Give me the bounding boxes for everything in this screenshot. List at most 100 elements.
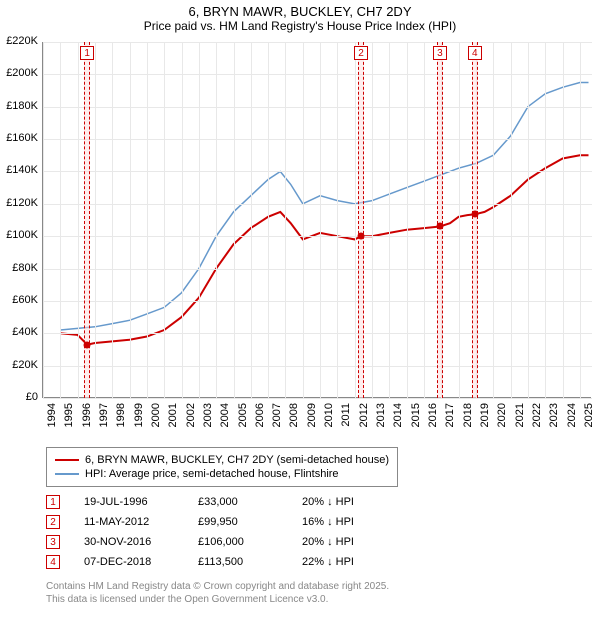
gridline-v [234, 42, 235, 398]
gridline-v [268, 42, 269, 398]
x-tick-label: 1999 [133, 403, 145, 433]
gridline-v [545, 42, 546, 398]
x-tick-label: 2009 [306, 403, 318, 433]
y-tick-label: £40K [0, 326, 38, 338]
sales-row-marker: 3 [46, 535, 60, 549]
gridline-v [355, 42, 356, 398]
y-tick-label: £120K [0, 197, 38, 209]
sale-marker-band [358, 42, 364, 398]
x-tick-label: 2011 [340, 403, 352, 433]
gridline-v [112, 42, 113, 398]
gridline-v [216, 42, 217, 398]
sale-point [84, 341, 91, 348]
legend-row: 6, BRYN MAWR, BUCKLEY, CH7 2DY (semi-det… [55, 453, 389, 467]
gridline-v [147, 42, 148, 398]
gridline-v [337, 42, 338, 398]
legend-swatch [55, 473, 79, 475]
x-tick-label: 2025 [583, 403, 595, 433]
y-tick-label: £20K [0, 359, 38, 371]
sale-point [471, 211, 478, 218]
gridline-v [78, 42, 79, 398]
gridline-v [511, 42, 512, 398]
legend-label: HPI: Average price, semi-detached house,… [85, 468, 339, 480]
x-tick-label: 1997 [98, 403, 110, 433]
x-tick-label: 2006 [254, 403, 266, 433]
x-tick-label: 2002 [185, 403, 197, 433]
x-tick-label: 1996 [81, 403, 93, 433]
sale-marker-band [437, 42, 443, 398]
gridline-h [43, 398, 592, 399]
y-tick-label: £220K [0, 35, 38, 47]
gridline-v [182, 42, 183, 398]
x-tick-label: 2023 [548, 403, 560, 433]
y-tick-label: £60K [0, 294, 38, 306]
sales-row-marker: 4 [46, 555, 60, 569]
title-line2: Price paid vs. HM Land Registry's House … [0, 19, 600, 37]
y-tick-label: £0 [0, 391, 38, 403]
legend-label: 6, BRYN MAWR, BUCKLEY, CH7 2DY (semi-det… [85, 454, 389, 466]
gridline-v [493, 42, 494, 398]
sale-marker-label: 4 [468, 46, 482, 60]
sales-table: 1 19-JUL-1996 £33,000 20% ↓ HPI 2 11-MAY-2012… [46, 492, 392, 572]
gridline-v [303, 42, 304, 398]
sales-row-delta: 20% ↓ HPI [302, 496, 392, 508]
sales-row-marker: 2 [46, 515, 60, 529]
sales-row-delta: 20% ↓ HPI [302, 536, 392, 548]
sales-row-date: 30-NOV-2016 [84, 536, 174, 548]
sales-row-date: 11-MAY-2012 [84, 516, 174, 528]
sales-row-price: £33,000 [198, 496, 278, 508]
x-tick-label: 2016 [427, 403, 439, 433]
x-tick-label: 2021 [514, 403, 526, 433]
gridline-v [580, 42, 581, 398]
x-tick-label: 2019 [479, 403, 491, 433]
x-tick-label: 2010 [323, 403, 335, 433]
x-tick-label: 2004 [219, 403, 231, 433]
sale-marker-label: 3 [433, 46, 447, 60]
sales-row-price: £113,500 [198, 556, 278, 568]
sales-row: 407-DEC-2018£113,50022% ↓ HPI [46, 552, 392, 572]
legend-row: HPI: Average price, semi-detached house,… [55, 467, 389, 481]
x-tick-label: 2001 [167, 403, 179, 433]
x-tick-label: 2007 [271, 403, 283, 433]
gridline-v [372, 42, 373, 398]
gridline-v [95, 42, 96, 398]
sales-row-date: 19-JUL-1996 [84, 496, 174, 508]
sales-row-marker: 1 [46, 495, 60, 509]
gridline-v [60, 42, 61, 398]
x-tick-label: 2012 [358, 403, 370, 433]
x-tick-label: 2014 [392, 403, 404, 433]
series-hpi [60, 83, 588, 331]
sales-row: 3 30-NOV-2016 £106,000 20% ↓ HPI [46, 532, 392, 552]
footer: Contains HM Land Registry data © Crown c… [46, 580, 389, 606]
footer-line1: Contains HM Land Registry data © Crown c… [46, 580, 389, 593]
x-tick-label: 2024 [566, 403, 578, 433]
x-tick-label: 2020 [496, 403, 508, 433]
x-tick-label: 2003 [202, 403, 214, 433]
gridline-v [285, 42, 286, 398]
legend-swatch [55, 459, 79, 461]
gridline-v [563, 42, 564, 398]
sale-marker-band [472, 42, 478, 398]
sales-row-delta: 16% ↓ HPI [302, 516, 392, 528]
gridline-v [389, 42, 390, 398]
y-tick-label: £140K [0, 164, 38, 176]
x-tick-label: 2013 [375, 403, 387, 433]
sales-row-date: 07-DEC-2018 [84, 556, 174, 568]
gridline-v [424, 42, 425, 398]
gridline-v [528, 42, 529, 398]
x-tick-label: 2018 [462, 403, 474, 433]
gridline-v [320, 42, 321, 398]
chart-plot: 1234 [42, 42, 591, 398]
y-tick-label: £80K [0, 262, 38, 274]
x-tick-label: 2015 [410, 403, 422, 433]
gridline-v [199, 42, 200, 398]
sale-marker-label: 2 [354, 46, 368, 60]
x-tick-label: 2008 [288, 403, 300, 433]
x-tick-label: 1998 [115, 403, 127, 433]
footer-line2: This data is licensed under the Open Gov… [46, 593, 389, 606]
sale-point [436, 223, 443, 230]
title-line1: 6, BRYN MAWR, BUCKLEY, CH7 2DY [0, 0, 600, 19]
y-tick-label: £100K [0, 229, 38, 241]
sales-row-price: £106,000 [198, 536, 278, 548]
x-tick-label: 1995 [63, 403, 75, 433]
